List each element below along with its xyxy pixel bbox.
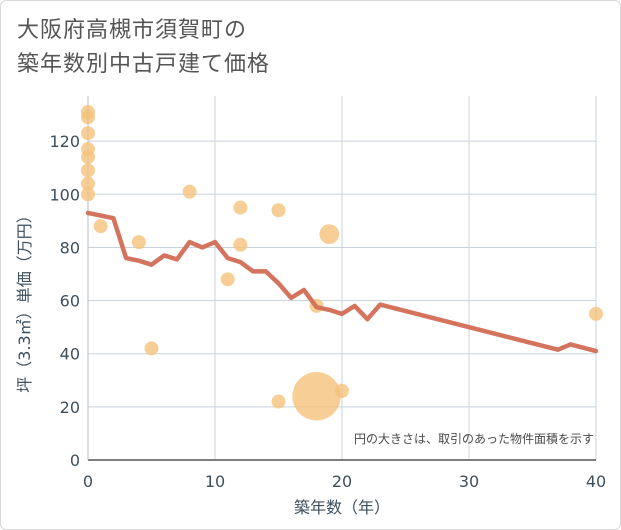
scatter-point <box>81 176 95 191</box>
scatter-point <box>271 394 286 409</box>
scatter-point <box>335 383 349 398</box>
x-axis-label: 築年数（年） <box>294 498 390 517</box>
x-tick-label: 20 <box>332 472 352 491</box>
scatter-point <box>81 187 95 202</box>
scatter-point <box>271 203 286 218</box>
scatter-point <box>81 150 95 165</box>
x-tick-label: 40 <box>586 472 606 491</box>
grid-layer <box>87 96 597 461</box>
y-tick-label: 20 <box>60 398 80 417</box>
y-tick-label: 0 <box>70 451 80 470</box>
y-tick-label: 80 <box>60 238 80 257</box>
scatter-point <box>144 341 159 356</box>
scatter-point <box>131 235 146 250</box>
line-layer <box>85 210 599 354</box>
x-tick-label: 30 <box>459 472 479 491</box>
chart-title-line-2: 築年数別中古戸建て価格 <box>17 52 271 77</box>
scatter-point <box>93 219 108 234</box>
y-tick-label: 40 <box>60 345 80 364</box>
y-axis-label: 坪（3.3㎡）単価（万円） <box>15 207 34 392</box>
chart-title-line-1: 大阪府高槻市須賀町の <box>17 18 248 43</box>
x-tick-label: 10 <box>205 472 225 491</box>
x-tick-label: 0 <box>83 472 93 491</box>
scatter-point <box>233 200 248 215</box>
scatter-point <box>81 163 95 178</box>
scatter-point <box>589 306 603 321</box>
average-price-line <box>85 210 599 354</box>
tick-layer: 0 10 20 30 40 0 20 40 60 80 100 120 <box>49 132 606 491</box>
bubble-size-note: 円の大きさは、取引のあった物件面積を示す <box>354 431 594 446</box>
scatter-point <box>319 224 340 245</box>
y-tick-label: 60 <box>60 292 80 311</box>
y-tick-label: 120 <box>49 132 80 151</box>
scatter-point <box>233 237 248 252</box>
bubble-layer <box>81 104 603 421</box>
scatter-point <box>220 272 235 287</box>
y-tick-label: 100 <box>49 185 80 204</box>
scatter-point <box>292 371 341 421</box>
chart-title: 大阪府高槻市須賀町の 築年数別中古戸建て価格 <box>17 14 270 82</box>
scatter-point <box>81 110 95 125</box>
scatter-point <box>182 184 197 199</box>
scatter-point <box>81 126 95 141</box>
